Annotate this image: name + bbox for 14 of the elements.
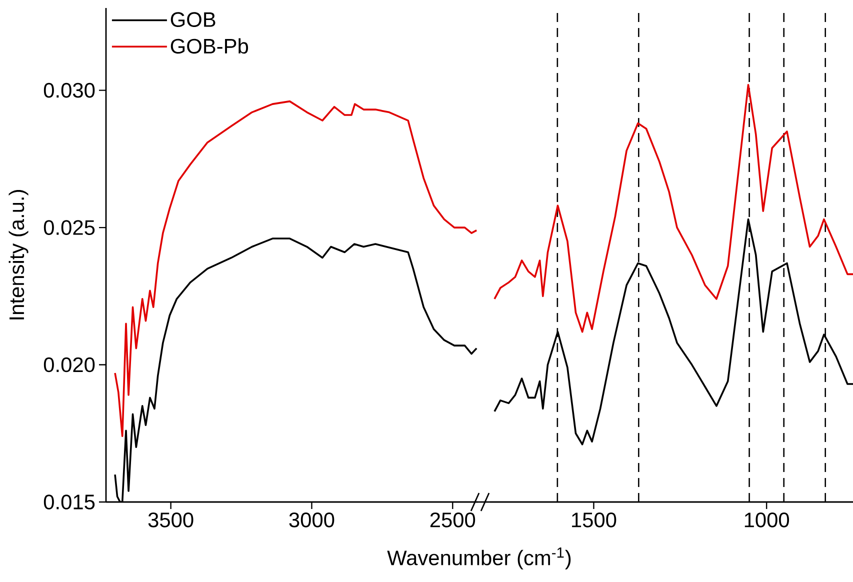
y-tick-label: 0.025	[44, 220, 95, 235]
y-tick-label: 0.020	[44, 357, 95, 372]
line-series	[114, 100, 478, 438]
legend-label: GOB-Pb	[170, 38, 248, 54]
x-tick-label: 2500	[430, 512, 476, 528]
y-tick-label: 0.015	[44, 494, 95, 510]
legend-label: GOB	[170, 12, 216, 27]
x-tick-label: 3500	[148, 512, 194, 528]
x-tick-label: 3000	[289, 512, 334, 528]
x-axis-title: Wavenumber (cm$^{-1}$)	[387, 548, 571, 570]
x-tick-label: 1000	[744, 512, 790, 528]
x-tick-label: 1500	[572, 512, 616, 528]
y-axis-title: Intensity (a.u.)	[8, 190, 28, 320]
y-tick-label: 0.030	[44, 82, 95, 98]
